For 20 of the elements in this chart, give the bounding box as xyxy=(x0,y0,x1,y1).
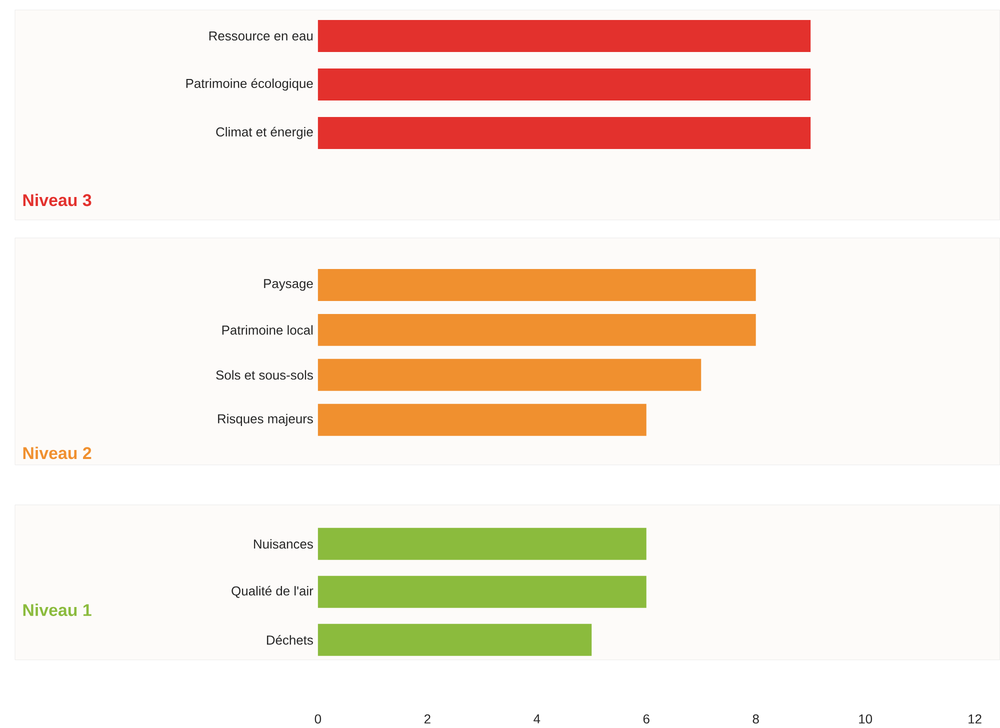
x-tick-label: 4 xyxy=(534,714,540,724)
x-tick-label: 12 xyxy=(968,714,982,724)
y-tick-label: Patrimoine écologique xyxy=(186,78,313,91)
x-tick-label: 8 xyxy=(752,714,759,724)
text: Niveau 1 xyxy=(23,604,92,616)
x-tick-label: 10 xyxy=(859,714,872,724)
x-tick-label: 6 xyxy=(643,714,650,724)
y-tick-label: Nuisances xyxy=(254,539,313,549)
x-tick-label: 2 xyxy=(424,714,430,724)
text: Niveau 3 xyxy=(23,194,92,206)
y-tick-label: Ressource en eau xyxy=(209,32,313,41)
y-tick-label: Déchets xyxy=(266,635,313,645)
y-tick-label: Climat et énergie xyxy=(216,126,313,140)
x-tick-label: 0 xyxy=(314,714,322,724)
text: Niveau 2 xyxy=(23,446,92,460)
y-tick-label: Sols et sous-sols xyxy=(216,370,313,380)
y-tick-label: Patrimoine local xyxy=(222,325,313,335)
y-tick-label: Risques majeurs xyxy=(218,414,313,426)
y-tick-label: Paysage xyxy=(264,279,313,291)
y-tick-label: Qualité de l'air xyxy=(232,586,314,598)
